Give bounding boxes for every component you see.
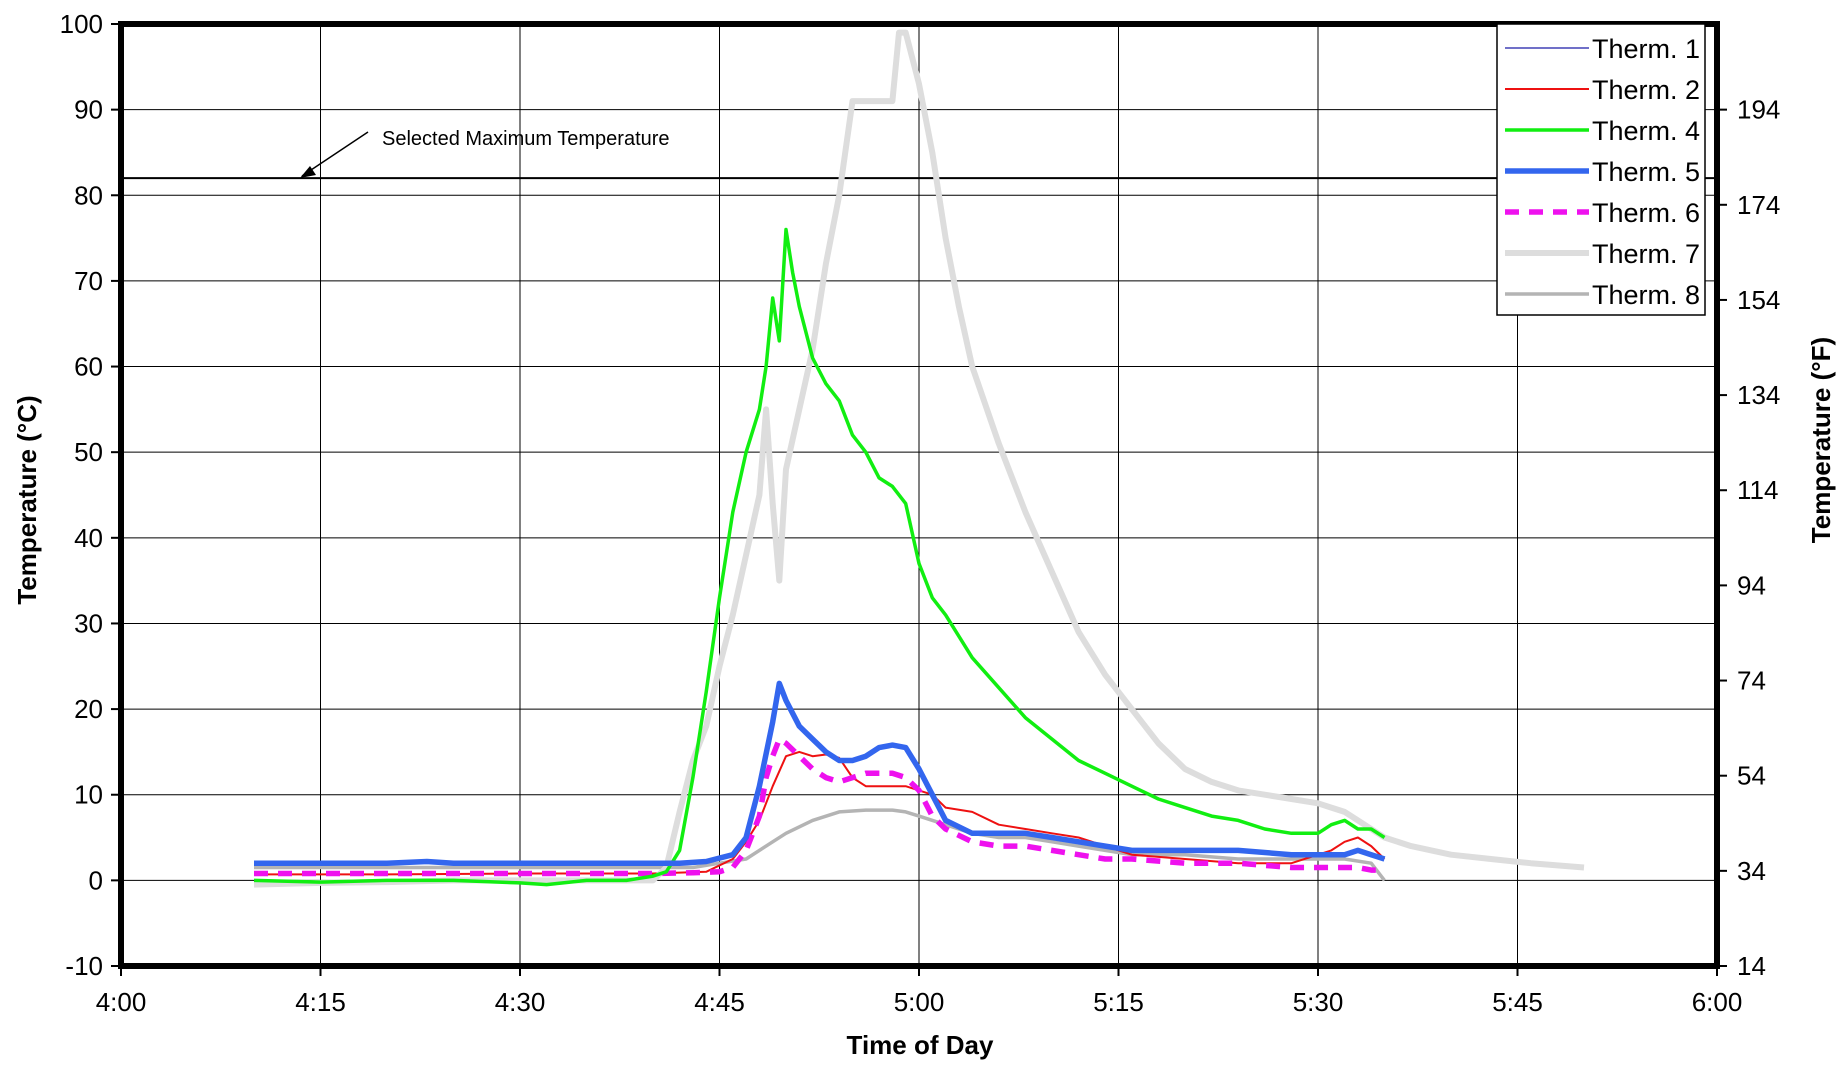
y2-tick-label: 34 [1737,856,1766,886]
x-tick-label: 6:00 [1692,987,1743,1017]
y-tick-label: 90 [74,95,103,125]
gridlines [121,24,1717,966]
series-group [253,29,1585,888]
y2-tick-label: 174 [1737,190,1780,220]
y-tick-label: 100 [60,9,103,39]
y2-axis-title: Temperature (°F) [1806,337,1836,543]
series-line-therm-4 [253,227,1386,887]
y-tick-label: -10 [65,951,103,981]
y-tick-label: 0 [89,865,103,895]
y-tick-label: 40 [74,523,103,553]
legend-label: Therm. 2 [1592,75,1700,105]
x-tick-label: 4:15 [295,987,346,1017]
legend-label: Therm. 6 [1592,198,1700,228]
y-tick-label: 60 [74,352,103,382]
y2-tick-label: 134 [1737,380,1780,410]
y-tick-label: 10 [74,780,103,810]
legend-label: Therm. 5 [1592,157,1700,187]
y-tick-label: 30 [74,608,103,638]
y2-tick-label: 114 [1737,475,1778,505]
legend-label: Therm. 4 [1592,116,1700,146]
annotation-arrowhead [300,166,316,178]
series-line-therm-7 [253,29,1585,888]
y2-tick-label: 14 [1737,951,1766,981]
y-tick-label: 50 [74,437,103,467]
annotation-text: Selected Maximum Temperature [382,128,670,150]
annotation: Selected Maximum Temperature [300,128,670,178]
x-tick-label: 4:00 [96,987,147,1017]
y-tick-label: 80 [74,180,103,210]
y2-axis-ticks: 14 34 54 74 94 114 134 154 174 194 [1717,95,1780,981]
x-axis-ticks: 4:00 4:15 4:30 4:45 5:00 5:15 5:30 5:45 6:00 [96,966,1743,1017]
x-tick-label: 5:45 [1492,987,1543,1017]
y2-tick-label: 74 [1737,666,1766,696]
y2-tick-label: 94 [1737,570,1766,600]
legend-label: Therm. 1 [1592,34,1700,64]
series-line-therm-6 [254,736,1385,877]
series-line-therm-5 [254,680,1386,866]
x-tick-label: 5:30 [1293,987,1344,1017]
y-axis-ticks: -10 0 10 20 30 40 50 60 70 80 90 100 [60,9,121,981]
y2-tick-label: 154 [1737,285,1780,315]
y2-tick-label: 54 [1737,761,1766,791]
x-tick-label: 4:45 [694,987,745,1017]
y2-tick-label: 194 [1737,95,1780,125]
legend-label: Therm. 7 [1592,239,1700,269]
legend: Therm. 1 Therm. 2 Therm. 4 Therm. 5 Therm. 6… [1496,23,1706,316]
x-tick-label: 5:15 [1093,987,1144,1017]
y-tick-label: 70 [74,266,103,296]
series-line-therm-8 [254,808,1386,882]
y-axis-title: Temperature (°C) [12,395,42,604]
annotation-arrow [301,131,369,177]
x-tick-label: 4:30 [495,987,546,1017]
x-tick-label: 5:00 [894,987,945,1017]
x-axis-title: Time of Day [847,1030,994,1060]
y-tick-label: 20 [74,694,103,724]
legend-label: Therm. 8 [1592,280,1700,310]
